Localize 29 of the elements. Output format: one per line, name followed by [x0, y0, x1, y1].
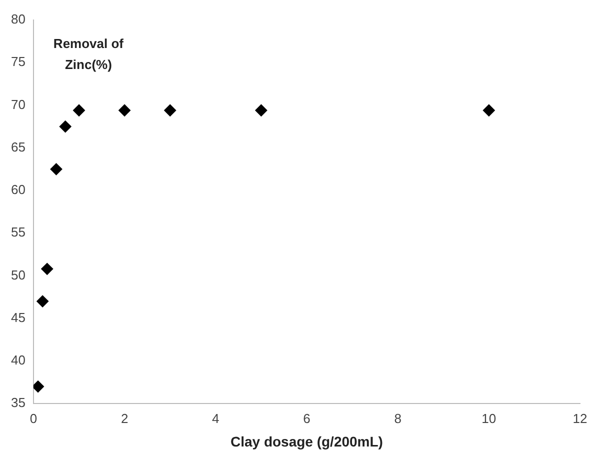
point: [41, 262, 54, 275]
y-tick-label: 40: [10, 352, 26, 368]
point: [59, 120, 72, 133]
x-tick-label: 4: [212, 410, 220, 426]
x-tick-label: 2: [120, 410, 128, 426]
x-tick-label: 12: [572, 410, 588, 426]
x-tick-label: 0: [30, 410, 38, 426]
point: [50, 163, 62, 176]
point: [482, 104, 495, 116]
x-axis-title: Clay dosage (g/200mL): [230, 433, 383, 450]
x-tick-label: 8: [394, 410, 402, 426]
y-tick-label: 55: [10, 224, 26, 240]
y-tick-label: 45: [10, 310, 26, 325]
point: [73, 104, 86, 116]
y-tick-label: 65: [10, 139, 26, 154]
point: [36, 295, 49, 308]
y-axis-title: Removal of Zinc(%): [53, 36, 124, 72]
x-tick-label: 6: [303, 410, 310, 426]
point: [118, 104, 131, 116]
point: [255, 104, 268, 116]
y-tick-label: 35: [10, 395, 26, 410]
y-tick-label: 60: [10, 182, 26, 198]
y-tick-label: 70: [10, 96, 26, 112]
y-tick-label: 75: [10, 54, 26, 70]
y-tick-label: 80: [10, 12, 26, 27]
x-tick-label: 10: [482, 410, 496, 426]
point: [33, 380, 44, 393]
point: [164, 104, 176, 116]
y-tick-label: 50: [10, 267, 26, 282]
